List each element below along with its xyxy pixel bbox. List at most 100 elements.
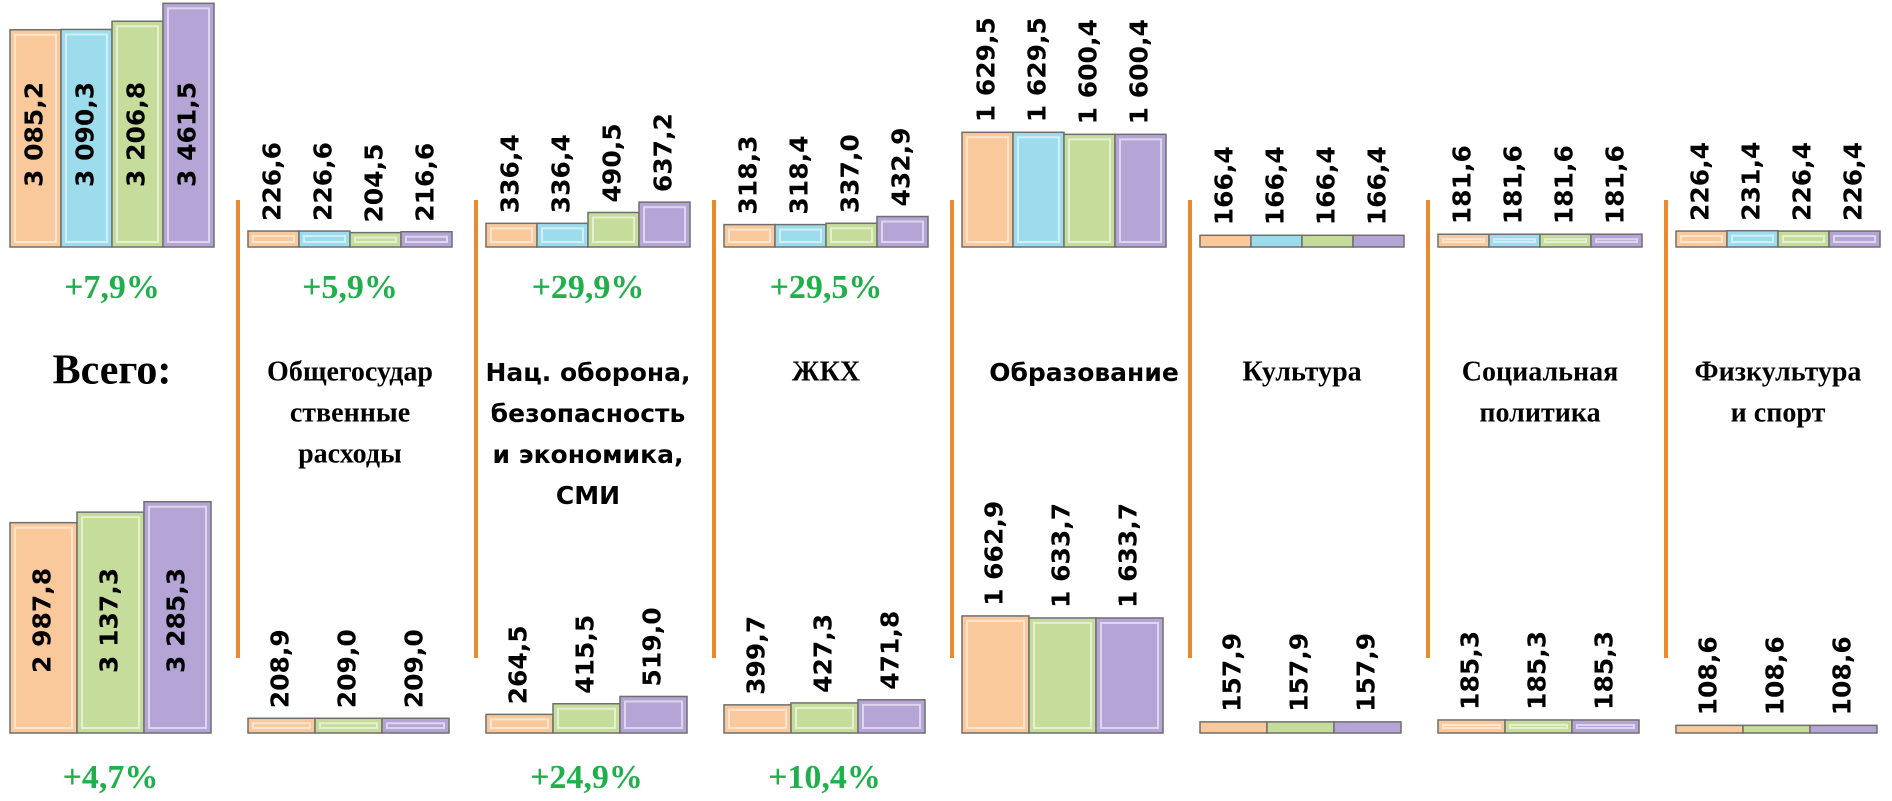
- bar: [1199, 721, 1268, 734]
- value-label: 3 137,3: [95, 568, 124, 673]
- bar-bevel: [1119, 138, 1162, 243]
- value-label: 1 600,4: [1125, 19, 1154, 124]
- bar: [1199, 234, 1252, 248]
- bar: [349, 231, 402, 248]
- bar: [961, 131, 1014, 248]
- bar-bevel: [490, 227, 533, 244]
- value-label: 415,5: [571, 615, 600, 694]
- value-label: 181,6: [1550, 145, 1579, 224]
- value-label: 3 090,3: [71, 82, 100, 187]
- bar-bevel: [624, 700, 683, 730]
- bar: [162, 2, 215, 248]
- category-title: Общегосудар: [267, 356, 433, 387]
- bar: [774, 223, 827, 248]
- bar-bevel: [14, 33, 57, 243]
- value-label: 185,3: [1523, 631, 1552, 710]
- category-title: и спорт: [1731, 397, 1826, 428]
- value-label: 226,4: [1788, 142, 1817, 221]
- category-title: Всего:: [53, 348, 172, 394]
- category-title: Физкультура: [1695, 356, 1862, 387]
- bar: [1571, 719, 1640, 734]
- bar: [143, 500, 212, 734]
- bar: [1250, 234, 1303, 248]
- value-label: 208,9: [266, 629, 295, 708]
- bar: [298, 230, 351, 248]
- bar: [1777, 230, 1830, 248]
- bar: [1333, 721, 1402, 734]
- value-label: 216,6: [411, 143, 440, 222]
- bar-bevel: [386, 722, 445, 729]
- bar-bevel: [1100, 621, 1159, 730]
- bar: [1675, 230, 1728, 248]
- value-label: 181,6: [1448, 145, 1477, 224]
- value-label: 157,9: [1352, 633, 1381, 712]
- bar: [1028, 617, 1097, 734]
- bar-bevel: [14, 526, 73, 729]
- bar: [1437, 233, 1490, 248]
- bar-bevel: [779, 228, 822, 244]
- bar: [485, 713, 554, 734]
- category-title: политика: [1479, 397, 1600, 428]
- bar: [76, 511, 145, 734]
- bar-bevel: [354, 236, 397, 243]
- value-label: 185,3: [1456, 631, 1485, 710]
- bar: [9, 521, 78, 734]
- value-label: 336,4: [496, 134, 525, 213]
- bar: [247, 717, 316, 734]
- bar: [485, 222, 538, 248]
- bar-bevel: [1544, 238, 1587, 244]
- category-title: ЖКХ: [792, 356, 860, 387]
- bar: [1114, 133, 1167, 248]
- value-label: 519,0: [638, 607, 667, 686]
- bar-bevel: [405, 235, 448, 243]
- value-label: 166,4: [1312, 146, 1341, 225]
- value-label: 209,0: [400, 629, 429, 708]
- bar-bevel: [1493, 238, 1536, 244]
- bar-bevel: [1068, 138, 1111, 243]
- value-label: 1 600,4: [1074, 19, 1103, 124]
- bar-bevel: [1731, 234, 1774, 244]
- bar-bevel: [966, 136, 1009, 243]
- bar-bevel: [1680, 235, 1723, 244]
- bar-bevel: [643, 206, 686, 243]
- bar: [1437, 719, 1506, 734]
- value-label: 204,5: [360, 144, 389, 223]
- bar-bevel: [795, 706, 854, 730]
- change-label: +5,9%: [302, 269, 398, 306]
- value-label: 181,6: [1499, 145, 1528, 224]
- bar-bevel: [966, 619, 1025, 729]
- bar-bevel: [862, 703, 921, 729]
- category-title: Нац. оборона,: [485, 358, 690, 387]
- bar-bevel: [541, 227, 584, 244]
- value-label: 399,7: [742, 616, 771, 695]
- value-label: 226,4: [1839, 142, 1868, 221]
- bar: [381, 717, 450, 734]
- value-label: 471,8: [876, 611, 905, 690]
- bar: [1488, 233, 1541, 248]
- change-label: +24,9%: [530, 759, 643, 796]
- value-label: 1 633,7: [1047, 503, 1076, 608]
- bar-bevel: [1833, 235, 1876, 244]
- bar-bevel: [116, 25, 159, 243]
- bar: [1726, 229, 1779, 248]
- value-label: 490,5: [598, 123, 627, 202]
- bar-bevel: [1595, 238, 1638, 244]
- bar: [1742, 724, 1811, 734]
- bar: [1301, 234, 1354, 248]
- bar-bevel: [252, 235, 295, 244]
- bar: [400, 231, 453, 248]
- bar: [723, 223, 776, 248]
- value-label: 432,9: [887, 127, 916, 206]
- bar: [1504, 719, 1573, 734]
- value-label: 637,2: [649, 113, 678, 192]
- bar: [1809, 724, 1878, 734]
- bar-bevel: [1576, 723, 1635, 730]
- value-label: 157,9: [1285, 633, 1314, 712]
- category-title: Социальная: [1462, 356, 1619, 387]
- change-label: +10,4%: [768, 759, 881, 796]
- bar-bevel: [1782, 235, 1825, 244]
- value-label: 3 461,5: [173, 82, 202, 187]
- bar-bevel: [148, 505, 207, 729]
- value-label: 1 629,5: [1023, 17, 1052, 122]
